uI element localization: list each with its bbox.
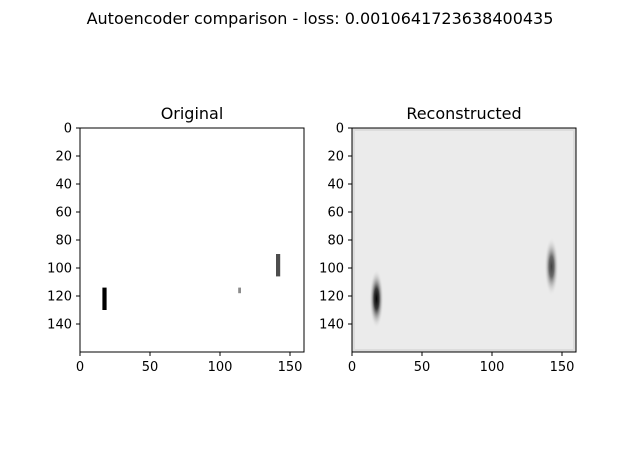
x-tick-label: 50 [142, 360, 159, 375]
y-tick-label: 0 [64, 122, 72, 137]
reconstruction-blob [544, 237, 559, 296]
y-tick-label: 120 [319, 290, 344, 305]
pixel-block [238, 287, 241, 294]
x-tick-label: 0 [348, 360, 356, 375]
image-edge-shade [352, 128, 576, 352]
x-tick-label: 100 [208, 360, 233, 375]
image-background [80, 128, 304, 352]
y-tick-label: 20 [327, 150, 344, 165]
x-tick-label: 150 [278, 360, 303, 375]
y-tick-label: 0 [336, 122, 344, 137]
y-tick-label: 140 [319, 318, 344, 333]
y-tick-label: 140 [47, 318, 72, 333]
y-tick-label: 120 [47, 290, 72, 305]
x-tick-label: 50 [414, 360, 431, 375]
y-tick-label: 80 [327, 234, 344, 249]
reconstruction-blob [369, 269, 384, 329]
y-tick-label: 100 [47, 262, 72, 277]
panel-title: Original [161, 104, 224, 123]
y-tick-label: 80 [55, 234, 72, 249]
x-tick-label: 150 [550, 360, 575, 375]
original-panel: Original 0 50 100 150 0 20 40 60 80 100 120 140 [47, 104, 305, 375]
y-tick-label: 100 [319, 262, 344, 277]
pixel-block [276, 254, 281, 277]
x-tick-label: 0 [76, 360, 84, 375]
x-tick-label: 100 [480, 360, 505, 375]
y-tick-label: 60 [327, 206, 344, 221]
y-tick-label: 40 [327, 178, 344, 193]
y-tick-label: 60 [55, 206, 72, 221]
image-background [352, 128, 576, 352]
y-tick-label: 40 [55, 178, 72, 193]
panel-title: Reconstructed [406, 104, 521, 123]
figure-suptitle: Autoencoder comparison - loss: 0.0010641… [87, 9, 554, 28]
y-tick-label: 20 [55, 150, 72, 165]
pixel-block [102, 287, 107, 310]
reconstructed-panel: Reconstructed 0 50 100 150 0 20 40 60 80 100 120 140 [319, 104, 577, 375]
